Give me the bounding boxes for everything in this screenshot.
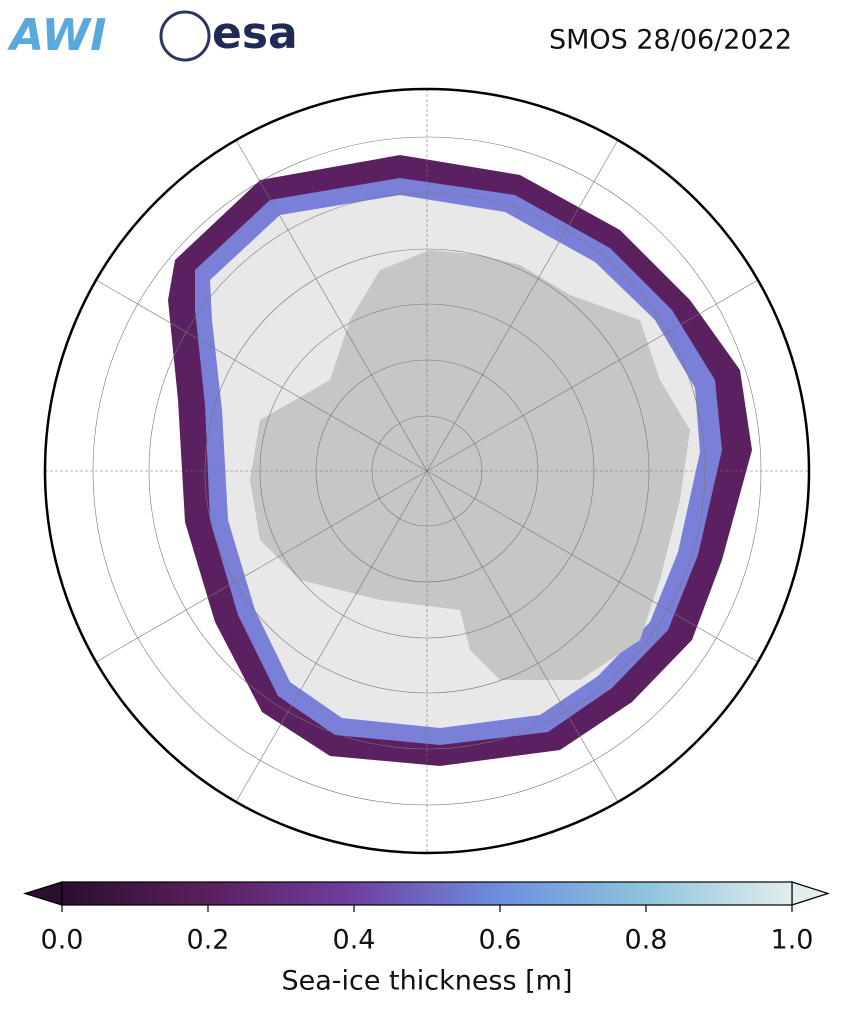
colorbar-tick-label: 0.8 xyxy=(625,925,668,956)
graticule xyxy=(45,89,809,853)
title: SMOS 28/06/2022 xyxy=(549,25,792,56)
map xyxy=(45,89,809,853)
colorbar-label: Sea-ice thickness [m] xyxy=(281,966,572,997)
colorbar-extend-high xyxy=(791,881,830,906)
colorbar-tick-label: 1.0 xyxy=(771,925,814,956)
esa-emblem xyxy=(159,10,211,62)
esa-logo: esa xyxy=(212,8,298,59)
antarctica xyxy=(250,250,690,680)
colorbar-tick-label: 0.6 xyxy=(479,925,522,956)
colorbar: 0.0 0.2 0.4 0.6 0.8 1.0 xyxy=(22,881,830,956)
map-frame xyxy=(43,87,811,855)
colorbar-tick-label: 0.0 xyxy=(41,925,84,956)
colorbar-scale xyxy=(61,881,793,906)
colorbar-tick-label: 0.2 xyxy=(187,925,230,956)
awi-logo: AWI xyxy=(7,10,107,61)
colorbar-extend-low xyxy=(22,881,63,906)
colorbar-tick-label: 0.4 xyxy=(333,925,376,956)
